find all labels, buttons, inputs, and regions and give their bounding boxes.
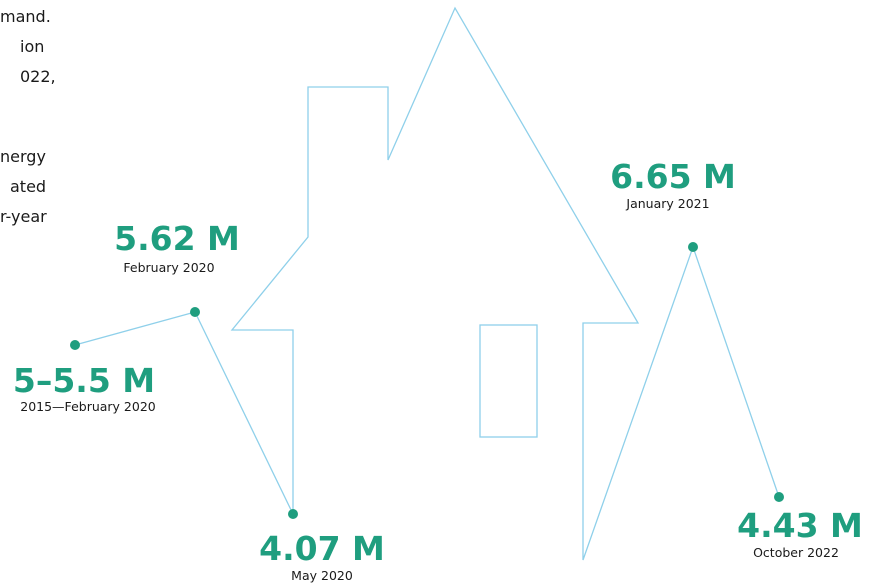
date-label: May 2020: [291, 568, 353, 583]
dot: [190, 307, 200, 317]
value-label: 6.65 M: [610, 157, 736, 196]
dot: [774, 492, 784, 502]
value-label: 5.62 M: [114, 219, 240, 258]
intro-line: nergy: [0, 147, 46, 166]
intro-line: ion: [20, 37, 44, 56]
value-label: 4.07 M: [259, 529, 385, 568]
date-label: January 2021: [625, 196, 709, 211]
intro-line: r-year: [0, 207, 47, 226]
dot: [70, 340, 80, 350]
date-label: October 2022: [753, 545, 839, 560]
intro-line: mand.: [0, 7, 51, 26]
house-line: [74, 6, 780, 561]
value-label: 5–5.5 M: [13, 361, 155, 400]
dot: [288, 509, 298, 519]
date-label: 2015—February 2020: [20, 399, 156, 414]
intro-line: ated: [10, 177, 46, 196]
value-label: 4.43 M: [737, 506, 863, 545]
dots: [70, 242, 784, 519]
intro-line: 022,: [20, 67, 56, 86]
door: [479, 324, 538, 438]
date-label: February 2020: [123, 260, 214, 275]
dot: [688, 242, 698, 252]
